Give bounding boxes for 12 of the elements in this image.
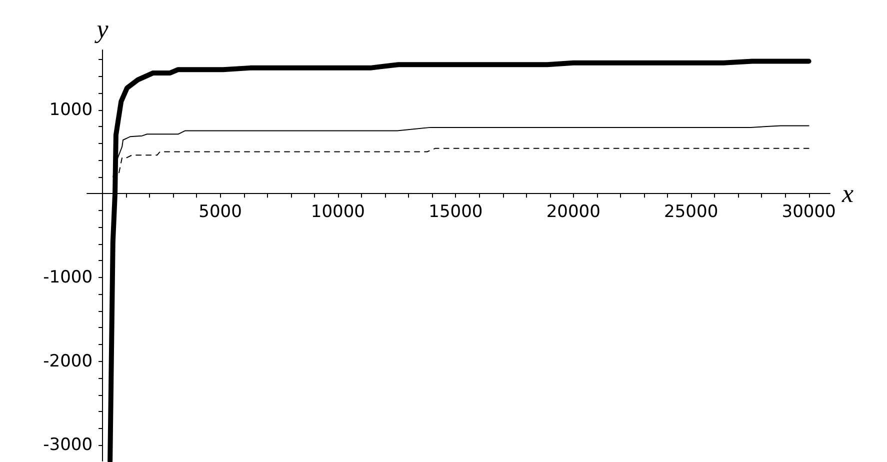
y-tick-label: -1000 [43,267,93,288]
x-tick-label: 15000 [428,202,483,222]
y-tick-label: -2000 [43,351,93,372]
y-tick-label: 1000 [49,100,93,120]
y-tick-label: -3000 [43,435,93,456]
x-tick-label: 10000 [310,202,366,222]
x-tick-label: 30000 [782,202,836,222]
x-axis-title: x [841,179,854,208]
y-axis-title: y [94,14,109,44]
x-tick-label: 20000 [546,202,600,222]
x-tick-label: 5000 [198,202,242,222]
x-tick-label: 25000 [664,202,718,222]
